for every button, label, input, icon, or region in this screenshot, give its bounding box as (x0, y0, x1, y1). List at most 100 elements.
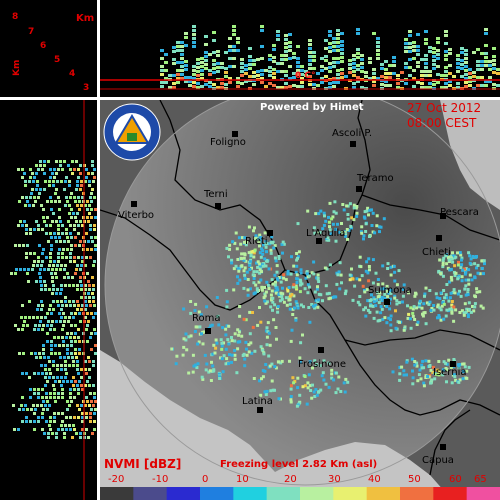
profile-echo (400, 71, 404, 74)
profile-echo (444, 58, 448, 61)
precipitation-cell (467, 282, 471, 286)
city-marker (267, 230, 273, 236)
precipitation-cell (327, 361, 331, 365)
side-profile-echo (52, 288, 55, 291)
profile-echo (208, 81, 212, 84)
precipitation-cell (427, 375, 431, 379)
side-profile-echo (74, 348, 77, 351)
precipitation-cell (258, 233, 262, 237)
side-profile-echo (80, 180, 83, 183)
side-profile-echo (66, 200, 69, 203)
profile-echo (200, 65, 204, 68)
precipitation-cell (217, 372, 221, 376)
profile-echo (316, 72, 320, 75)
side-profile-echo (26, 408, 29, 411)
precipitation-cell (366, 299, 370, 303)
side-profile-echo (57, 304, 60, 307)
precipitation-cell (444, 293, 448, 297)
profile-echo (292, 84, 296, 87)
precipitation-cell (280, 295, 284, 298)
precipitation-cell (380, 307, 384, 311)
side-profile-echo (50, 352, 53, 355)
colorbar-swatch (466, 487, 500, 500)
precipitation-cell (298, 356, 302, 360)
side-profile-echo (51, 292, 54, 295)
precipitation-cell (254, 283, 258, 287)
precipitation-cell (420, 306, 424, 310)
side-profile-echo (45, 372, 48, 375)
profile-echo (368, 77, 372, 80)
precipitation-cell (365, 209, 369, 213)
precipitation-cell (260, 270, 263, 274)
side-profile-echo (43, 268, 46, 271)
profile-echo (272, 56, 276, 59)
precipitation-cell (271, 282, 275, 286)
side-profile-echo (38, 272, 41, 275)
precipitation-cell (265, 335, 269, 339)
profile-echo (172, 62, 176, 65)
side-profile-echo (53, 388, 56, 391)
precipitation-cell (366, 308, 370, 312)
precipitation-cell (398, 366, 402, 369)
profile-echo (328, 62, 332, 65)
precipitation-cell (430, 307, 434, 310)
precipitation-cell (418, 368, 422, 372)
profile-echo (164, 81, 168, 84)
side-profile-echo (49, 224, 52, 227)
profile-echo (184, 60, 188, 63)
precipitation-cell (450, 278, 454, 282)
precipitation-cell (385, 289, 389, 293)
profile-echo (180, 73, 184, 76)
precipitation-cell (363, 210, 367, 214)
precipitation-cell (271, 240, 275, 244)
precipitation-cell (294, 286, 298, 290)
precipitation-cell (299, 303, 303, 307)
precipitation-cell (273, 244, 277, 248)
precipitation-cell (289, 387, 293, 391)
side-profile-echo (62, 380, 65, 383)
side-profile-echo (10, 272, 13, 275)
precipitation-cell (429, 381, 433, 385)
side-profile-echo (49, 396, 52, 399)
precipitation-cell (261, 252, 265, 256)
precipitation-cell (454, 378, 458, 382)
precipitation-cell (286, 289, 290, 293)
side-profile-echo (75, 356, 78, 359)
precipitation-cell (257, 240, 261, 244)
precipitation-cell (265, 300, 269, 304)
city-marker (318, 347, 324, 353)
side-profile-echo (38, 352, 41, 355)
profile-echo (336, 81, 340, 84)
side-profile-echo (80, 368, 83, 371)
side-profile-echo (94, 400, 97, 403)
precipitation-cell (263, 292, 267, 296)
profile-echo (292, 52, 296, 55)
precipitation-cell (321, 299, 324, 303)
precipitation-cell (304, 276, 308, 280)
city-frosinone: Frosinone (298, 359, 346, 370)
side-profile-echo (34, 324, 37, 327)
precipitation-cell (296, 306, 300, 310)
precipitation-cell (210, 323, 214, 327)
side-profile-echo (85, 232, 88, 235)
profile-echo (420, 74, 424, 77)
profile-echo (244, 72, 248, 75)
profile-echo (264, 69, 268, 72)
side-profile-echo (53, 396, 56, 399)
precipitation-cell (448, 280, 452, 284)
precipitation-cell (265, 280, 269, 284)
city-marker (356, 186, 362, 192)
precipitation-cell (325, 292, 329, 296)
side-profile-echo (24, 180, 27, 183)
precipitation-cell (335, 271, 339, 275)
side-profile-echo (65, 256, 68, 259)
profile-echo (260, 25, 264, 28)
side-profile-echo (89, 416, 92, 419)
side-profile-echo (55, 432, 58, 435)
precipitation-cell (350, 267, 353, 271)
profile-echo (208, 53, 212, 56)
precipitation-cell (379, 225, 383, 229)
precipitation-cell (273, 303, 277, 307)
precipitation-cell (290, 293, 294, 297)
precipitation-cell (271, 300, 275, 304)
